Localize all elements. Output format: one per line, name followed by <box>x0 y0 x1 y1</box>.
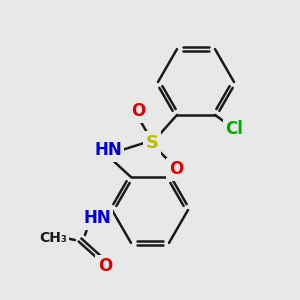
Text: S: S <box>146 134 158 152</box>
Text: Cl: Cl <box>225 120 243 138</box>
Text: O: O <box>98 257 112 275</box>
Text: HN: HN <box>83 209 111 227</box>
Text: CH₃: CH₃ <box>39 231 67 245</box>
Text: O: O <box>169 160 183 178</box>
Text: O: O <box>131 102 145 120</box>
Text: HN: HN <box>94 141 122 159</box>
